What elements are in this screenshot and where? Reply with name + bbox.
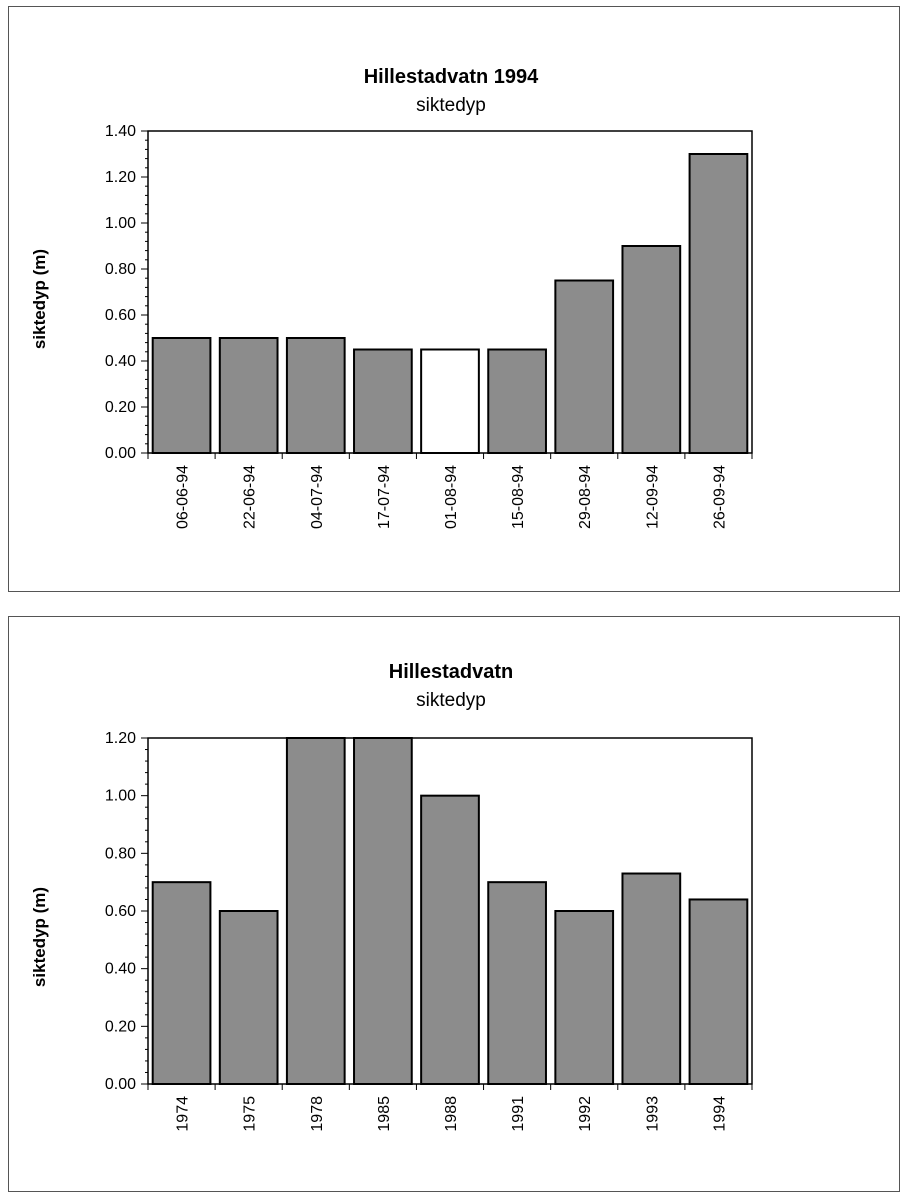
bar	[621, 245, 682, 454]
bar	[353, 348, 413, 454]
y-tick-label: 1.20	[105, 169, 136, 186]
x-tick-label: 1991	[510, 1096, 527, 1132]
x-tick-label: 1975	[242, 1096, 259, 1132]
y-tick-label: 1.00	[105, 788, 136, 805]
x-tick-label: 1988	[443, 1096, 460, 1132]
bar	[487, 348, 547, 454]
bar	[285, 737, 346, 1085]
x-tick-label: 1993	[644, 1096, 661, 1132]
y-tick-label: 0.60	[105, 307, 136, 324]
x-tick-label: 1985	[376, 1096, 393, 1132]
bar	[151, 881, 212, 1085]
y-axis-label: siktedyp (m)	[30, 887, 49, 987]
x-tick-label: 15-08-94	[510, 465, 527, 529]
x-tick-label: 06-06-94	[175, 465, 192, 529]
bar	[285, 337, 346, 454]
x-tick-label: 1978	[309, 1096, 326, 1132]
bar	[420, 348, 480, 454]
x-tick-label: 04-07-94	[309, 465, 326, 529]
chart-title: Hillestadvatn	[389, 661, 513, 683]
y-tick-label: 1.40	[105, 123, 136, 140]
x-tick-label: 1974	[175, 1096, 192, 1132]
x-tick-label: 12-09-94	[644, 465, 661, 529]
bar	[688, 153, 749, 454]
bar	[218, 337, 279, 454]
bar	[487, 881, 547, 1085]
y-tick-label: 0.80	[105, 261, 136, 278]
x-tick-label: 01-08-94	[443, 465, 460, 529]
x-tick-label: 17-07-94	[376, 465, 393, 529]
y-tick-label: 0.00	[105, 445, 136, 462]
bar	[554, 279, 615, 454]
y-tick-label: 0.20	[105, 399, 136, 416]
x-tick-label: 22-06-94	[242, 465, 259, 529]
y-tick-label: 0.40	[105, 961, 136, 978]
y-tick-label: 0.60	[105, 903, 136, 920]
y-tick-label: 1.20	[105, 730, 136, 747]
chart-title: Hillestadvatn 1994	[364, 66, 539, 88]
x-tick-label: 26-09-94	[711, 465, 728, 529]
y-tick-label: 0.20	[105, 1018, 136, 1035]
y-tick-label: 1.00	[105, 215, 136, 232]
y-tick-label: 0.40	[105, 353, 136, 370]
y-tick-label: 0.00	[105, 1076, 136, 1093]
bar	[218, 910, 279, 1085]
chart-history-svg: Hillestadvatn siktedyp siktedyp (m) 0.00…	[30, 661, 753, 1132]
bar	[554, 910, 615, 1085]
y-axis-label: siktedyp (m)	[30, 249, 49, 349]
x-tick-label: 29-08-94	[577, 465, 594, 529]
chart-panel-history: Hillestadvatn siktedyp siktedyp (m) 0.00…	[8, 616, 900, 1192]
bar	[420, 794, 480, 1086]
x-tick-label: 1994	[711, 1096, 728, 1132]
bar	[151, 337, 212, 454]
bar	[621, 872, 682, 1085]
bar	[688, 898, 749, 1086]
y-tick-label: 0.80	[105, 845, 136, 862]
bar	[353, 737, 413, 1085]
chart-subtitle: siktedyp	[416, 95, 486, 116]
chart-1994-svg: Hillestadvatn 1994 siktedyp siktedyp (m)…	[30, 66, 753, 529]
chart-panel-1994: Hillestadvatn 1994 siktedyp siktedyp (m)…	[8, 6, 900, 592]
x-tick-label: 1992	[577, 1096, 594, 1132]
chart-subtitle: siktedyp	[416, 690, 486, 711]
